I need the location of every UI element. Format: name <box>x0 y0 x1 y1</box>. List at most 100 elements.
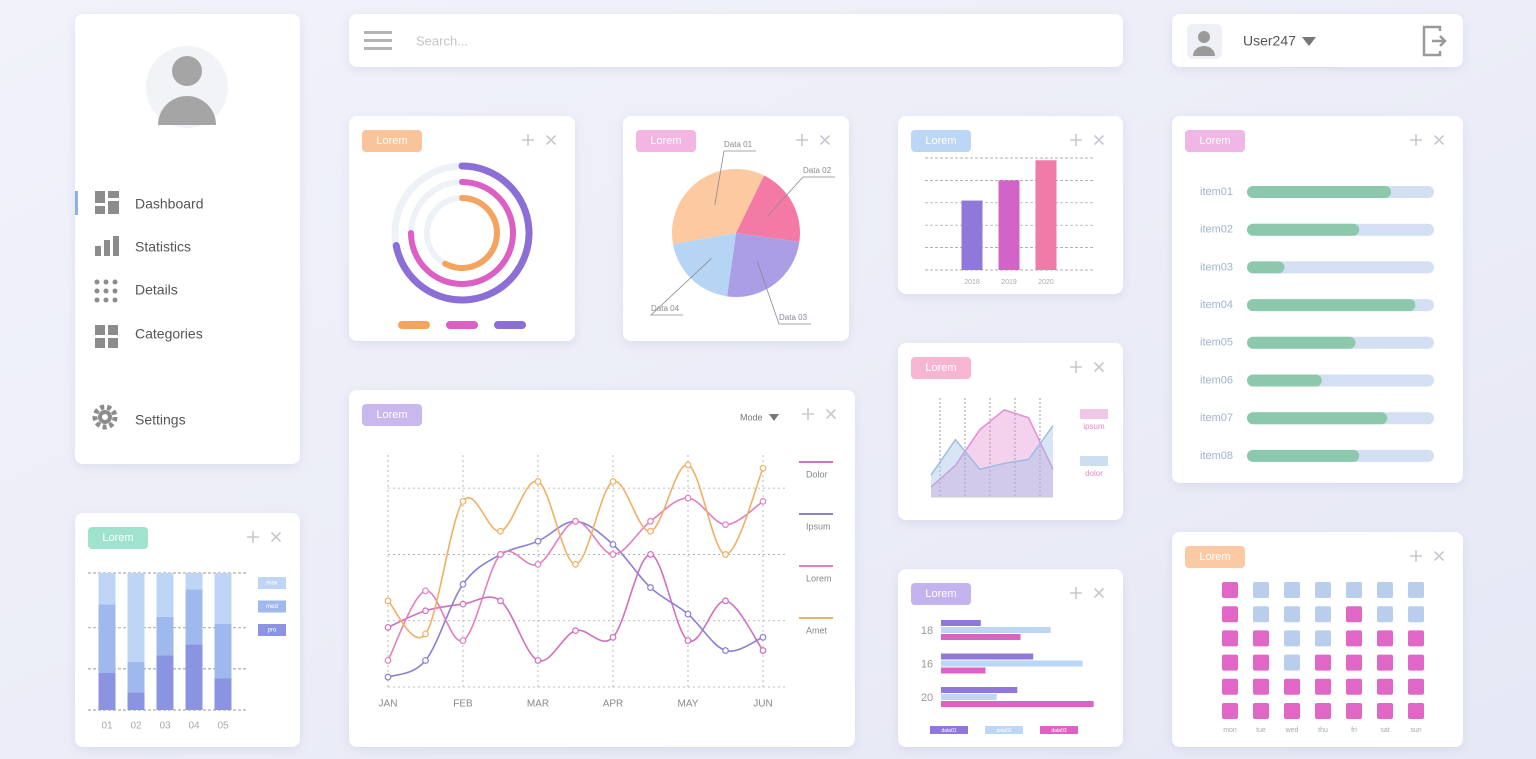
search-input[interactable]: Search... <box>416 33 468 48</box>
stack-segment <box>98 573 116 605</box>
progress-bar <box>1247 374 1322 387</box>
avatar-head <box>172 56 202 86</box>
card: Lorem 2018 2019 2020 <box>898 116 1123 294</box>
legend-label: Ipsum <box>806 521 831 531</box>
menu-item[interactable]: Dashboard <box>135 196 204 212</box>
close-button[interactable] <box>1093 134 1105 146</box>
user-dropdown[interactable] <box>1302 37 1316 46</box>
line-point <box>647 551 654 558</box>
legend-swatch <box>1080 456 1108 466</box>
user-name[interactable]: User247 <box>1243 33 1296 49</box>
line-point <box>422 657 429 664</box>
legend-swatch <box>258 577 286 589</box>
legend-label: pro <box>268 628 277 634</box>
search-card <box>349 14 1123 67</box>
hbar <box>941 687 1018 693</box>
slice-label: Data 01 <box>724 140 753 149</box>
bar <box>1035 160 1057 270</box>
item-label: item03 <box>1200 261 1233 273</box>
close-button[interactable] <box>545 134 557 146</box>
progress-bar <box>1247 412 1388 425</box>
legend-label: med <box>266 604 278 610</box>
close-button[interactable] <box>270 531 282 543</box>
menu-icon[interactable] <box>364 31 392 50</box>
heat-cell <box>1408 654 1424 671</box>
line-point <box>609 541 617 548</box>
stack-segment <box>98 673 116 710</box>
item-label: item08 <box>1200 450 1233 462</box>
menu-item[interactable]: Statistics <box>135 239 191 255</box>
menu-item[interactable]: Categories <box>135 326 203 342</box>
close-button[interactable] <box>1093 361 1105 373</box>
close-button[interactable] <box>825 408 837 420</box>
add-button[interactable] <box>247 531 259 543</box>
heat-cell <box>1222 654 1238 671</box>
pie-slice <box>736 175 800 242</box>
x-tick-label: 2019 <box>1001 279 1017 286</box>
line-point <box>534 537 542 545</box>
add-button[interactable] <box>1070 134 1082 146</box>
card-background <box>898 343 1123 520</box>
user-avatar-head <box>1198 31 1210 43</box>
slice-label: Data 02 <box>803 166 832 175</box>
close-button[interactable] <box>1093 587 1105 599</box>
legend-label: max <box>266 581 277 587</box>
add-button[interactable] <box>1070 361 1082 373</box>
ring-arc <box>392 162 533 304</box>
item-label: item06 <box>1200 374 1233 386</box>
stack-segment <box>127 692 145 710</box>
heat-cell <box>1346 582 1362 598</box>
heat-cell <box>1346 678 1362 695</box>
legend-swatch <box>1080 409 1108 419</box>
y-tick-label: 20 <box>921 692 933 704</box>
sidebar: Dashboard Statistics Details Categories … <box>75 14 300 464</box>
heat-cell <box>1408 606 1424 623</box>
card-title: Lorem <box>925 362 956 374</box>
legend-swatch <box>398 321 430 329</box>
menu-item[interactable]: Details <box>135 282 178 298</box>
add-button[interactable] <box>796 134 808 146</box>
leader-line <box>714 150 756 205</box>
heat-cell <box>1284 582 1300 598</box>
stack-segment <box>185 573 203 590</box>
stack-segment <box>214 573 232 624</box>
line-point <box>459 600 467 608</box>
icon-statistics <box>95 236 119 256</box>
card: Lorem 18 16 20 data01 data02 data03 <box>898 569 1123 747</box>
item-label: item01 <box>1200 186 1233 198</box>
y-tick-label: 16 <box>921 658 933 670</box>
user-card <box>1172 14 1463 67</box>
close-button[interactable] <box>819 134 831 146</box>
line-point <box>647 527 654 535</box>
add-button[interactable] <box>1410 134 1422 146</box>
heat-cell <box>1253 630 1269 647</box>
line-point <box>722 647 729 654</box>
add-button[interactable] <box>1410 550 1422 562</box>
heat-cell <box>1377 654 1393 671</box>
card-title: Lorem <box>1199 551 1230 563</box>
logout-icon[interactable] <box>1422 25 1447 57</box>
menu-item[interactable]: Settings <box>135 412 186 428</box>
card: Lorem 01 02 03 04 05 max med pro <box>75 513 300 747</box>
add-button[interactable] <box>802 408 814 420</box>
close-button[interactable] <box>1433 134 1445 146</box>
item-label: item05 <box>1200 337 1233 349</box>
card: Lorem Mode JAN FEB MAR APR MAY JUN Dolor Ipsum Lor… <box>349 390 855 747</box>
heat-cell <box>1284 703 1300 719</box>
heat-cell <box>1377 582 1393 598</box>
heat-cell <box>1346 703 1362 719</box>
close-button[interactable] <box>1433 550 1445 562</box>
hbar <box>941 694 997 700</box>
add-button[interactable] <box>522 134 534 146</box>
x-tick-label: JAN <box>379 699 398 710</box>
x-tick-label: MAR <box>527 699 549 710</box>
add-button[interactable] <box>1070 587 1082 599</box>
legend-label: ipsum <box>1083 422 1105 431</box>
line-series <box>387 553 764 662</box>
hbar <box>941 701 1094 707</box>
slice-label: Data 03 <box>779 313 808 322</box>
card-badge <box>911 130 971 152</box>
x-tick-label: 01 <box>101 721 113 732</box>
card-badge <box>88 527 148 549</box>
x-tick-label: 2020 <box>1038 279 1054 286</box>
